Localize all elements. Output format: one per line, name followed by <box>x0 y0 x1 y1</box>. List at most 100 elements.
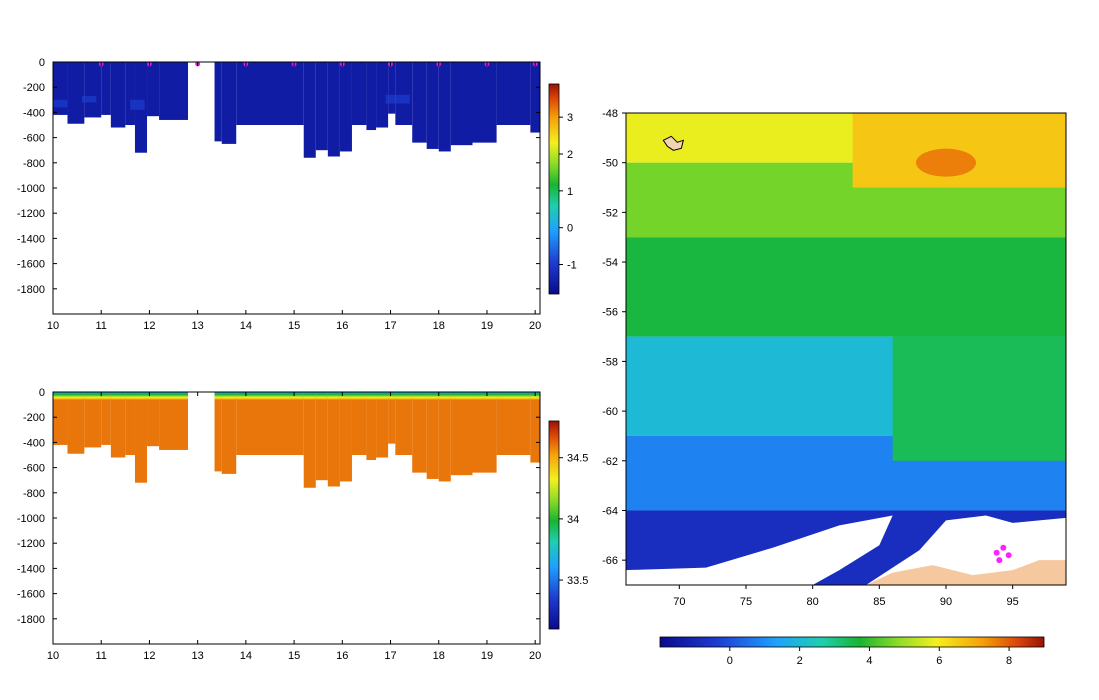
x-tick-label: 90 <box>940 596 952 608</box>
sst-colorbar <box>659 636 1045 648</box>
salinity-panel: 10 11 12 13 14 15 16 17 18 19 20 0 -200 -400 -600 -800 -… <box>17 387 589 662</box>
salinity-cell <box>388 392 396 444</box>
salinity-surface-cell <box>147 392 160 400</box>
salinity-cell <box>351 392 367 455</box>
salinity-surface-cell <box>351 392 367 400</box>
y-tick-label: -1800 <box>17 614 45 626</box>
y-tick-label: -1400 <box>17 233 45 245</box>
colorbar-tick-label: 2 <box>567 149 573 161</box>
y-tick-label: -66 <box>602 555 618 567</box>
x-tick-label: 13 <box>192 320 204 332</box>
salinity-surface-cell <box>214 392 222 400</box>
salinity-surface-cell <box>327 392 340 400</box>
salinity-surface-cell <box>395 392 413 400</box>
seal-location <box>993 549 1000 556</box>
temperature-cell <box>67 62 85 124</box>
salinity-cell <box>303 392 316 488</box>
salinity-cell <box>426 392 439 479</box>
x-tick-label: 85 <box>873 596 885 608</box>
salinity-surface-cell <box>67 392 85 400</box>
temperature-cell <box>315 62 328 151</box>
y-tick-label: -1400 <box>17 563 45 575</box>
temperature-cell <box>159 62 189 120</box>
y-tick-label: -200 <box>23 82 45 94</box>
temperature-cell <box>426 62 439 149</box>
salinity-cell <box>147 392 160 447</box>
y-tick-label: -1000 <box>17 183 45 195</box>
x-tick-label: 10 <box>47 320 59 332</box>
temperature-cell <box>412 62 427 143</box>
temperature-cell <box>303 62 316 158</box>
y-tick-label: -400 <box>23 437 45 449</box>
y-tick-label: -1800 <box>17 284 45 296</box>
sst-band <box>626 237 1066 337</box>
x-tick-label: 20 <box>529 320 541 332</box>
x-tick-label: 11 <box>96 650 107 662</box>
salinity-cell <box>450 392 473 476</box>
seal-location <box>996 557 1003 564</box>
salinity-cell <box>376 392 389 458</box>
salinity-surface-cell <box>159 392 189 400</box>
y-tick-label: -1200 <box>17 538 45 550</box>
y-tick-label: -600 <box>23 463 45 475</box>
temperature-data <box>53 61 540 158</box>
colorbar-tick-label: 33.5 <box>567 575 588 587</box>
y-tick-label: 0 <box>39 57 45 69</box>
salinity-surface-cell <box>472 392 497 400</box>
colorbar-tick-label: 6 <box>936 655 942 667</box>
kerguelen-island <box>662 135 685 151</box>
salinity-surface-cell <box>438 392 451 400</box>
salinity-surface-cell <box>315 392 328 400</box>
y-tick-label: -200 <box>23 412 45 424</box>
x-tick-label: 15 <box>288 320 300 332</box>
salinity-cell <box>159 392 189 450</box>
x-tick-label: 12 <box>143 320 155 332</box>
salinity-surface-cell <box>101 392 111 400</box>
temperature-patch <box>130 99 145 110</box>
x-tick-label: 15 <box>288 650 300 662</box>
salinity-cell <box>221 392 237 474</box>
temperature-cell <box>236 62 304 125</box>
x-tick-label: 19 <box>481 320 493 332</box>
salinity-surface-cell <box>426 392 439 400</box>
salinity-cell <box>412 392 427 473</box>
colorbar-tick-label: -1 <box>567 260 577 272</box>
y-tick-label: -60 <box>602 406 618 418</box>
x-tick-label: 10 <box>47 650 59 662</box>
y-tick-label: -1000 <box>17 513 45 525</box>
temperature-cell <box>84 62 102 118</box>
y-tick-label: -54 <box>602 257 618 269</box>
salinity-cell <box>339 392 352 482</box>
salinity-cell <box>496 392 531 455</box>
temperature-cell <box>125 62 135 125</box>
ice-shelf-west <box>626 515 893 585</box>
temperature-cell <box>450 62 473 146</box>
temperature-cell <box>496 62 531 125</box>
colorbar-tick-label: 1 <box>567 186 573 198</box>
salinity-surface-cell <box>339 392 352 400</box>
colorbar-tick-label: 0 <box>567 223 573 235</box>
salinity-cell <box>214 392 222 472</box>
x-tick-label: 80 <box>807 596 819 608</box>
salinity-surface-cell <box>221 392 237 400</box>
salinity-cell <box>84 392 102 448</box>
y-tick-label: -62 <box>602 456 618 468</box>
sst-colorbar-ticks: 0 2 4 6 8 <box>727 647 1012 667</box>
colorbar-tick-label: 34 <box>567 514 579 526</box>
salinity-surface-cell <box>376 392 389 400</box>
y-tick-label: -1200 <box>17 208 45 220</box>
x-tick-label: 18 <box>433 650 445 662</box>
salinity-surface-cell <box>366 392 377 400</box>
temperature-patch <box>53 99 68 108</box>
y-tick-label: -56 <box>602 307 618 319</box>
colorbar-tick-label: 4 <box>866 655 872 667</box>
temperature-cell <box>351 62 367 125</box>
x-tick-label: 17 <box>384 320 396 332</box>
seal-location <box>1000 544 1007 551</box>
x-tick-label: 13 <box>192 650 204 662</box>
colorbar-tick-label: 0 <box>727 655 733 667</box>
y-tick-label: -52 <box>602 207 618 219</box>
y-tick-label: -800 <box>23 158 45 170</box>
salinity-surface-cell <box>496 392 531 400</box>
